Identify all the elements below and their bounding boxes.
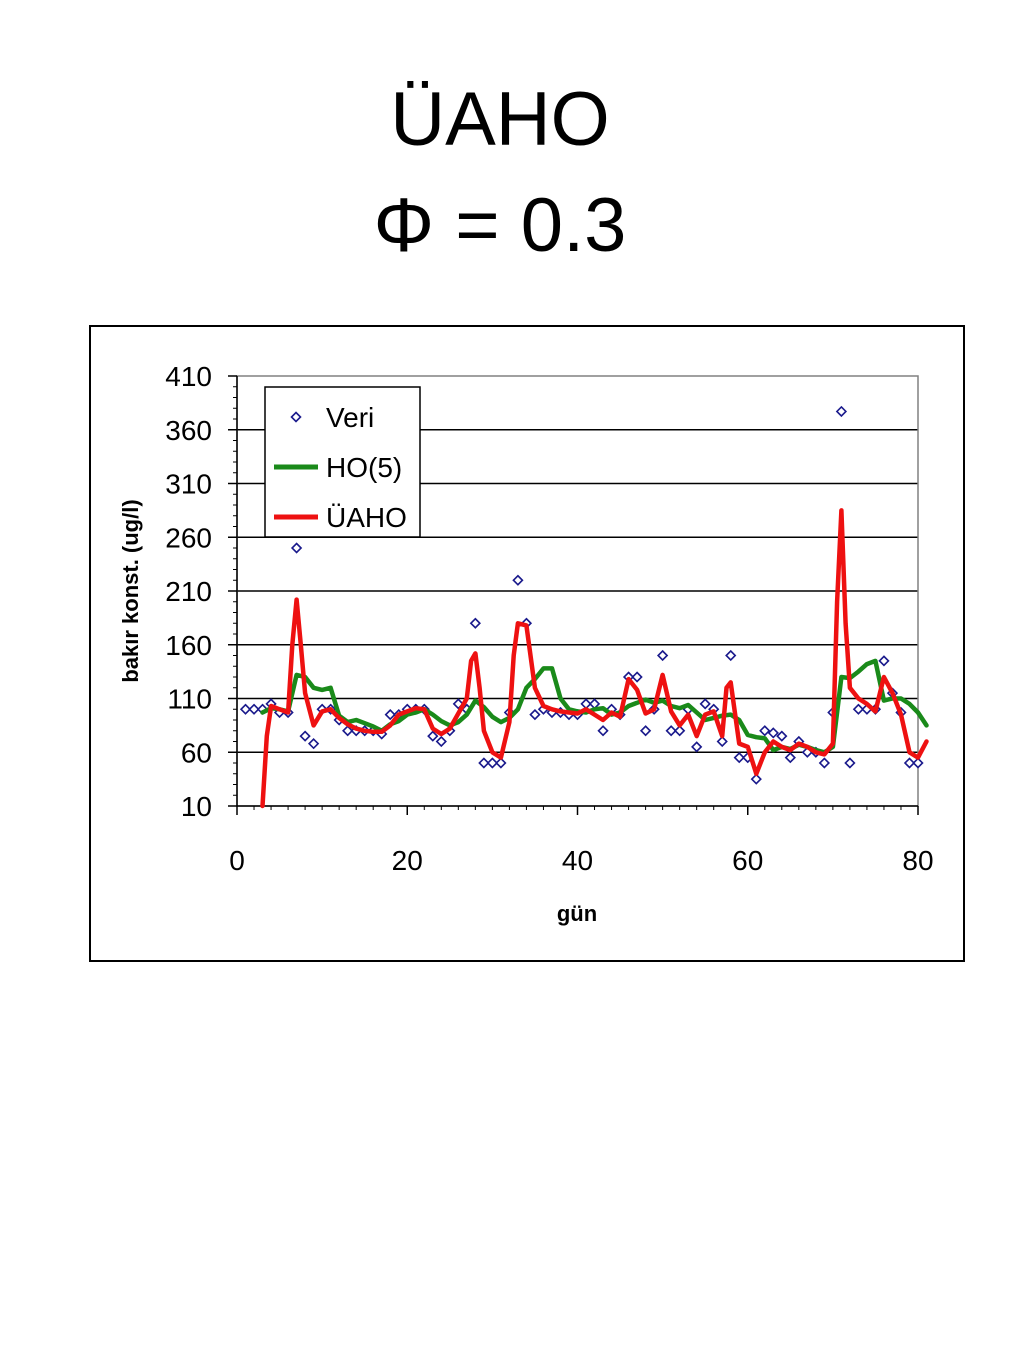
y-tick-label: 110 xyxy=(167,684,212,715)
data-point xyxy=(495,757,507,769)
legend-label-0: Veri xyxy=(326,402,374,433)
data-point xyxy=(776,730,788,742)
y-tick-label: 360 xyxy=(165,415,212,446)
data-point xyxy=(878,655,890,667)
y-axis-title: bakır konst. (ug/l) xyxy=(118,499,143,682)
data-point xyxy=(631,671,643,683)
data-point xyxy=(529,708,541,721)
data-point xyxy=(665,725,677,737)
slide-title-line2: Φ = 0.3 xyxy=(373,183,627,268)
series-line-2 xyxy=(260,508,929,809)
x-tick-label: 0 xyxy=(229,845,245,876)
axes: 10 60 110 160 210 260 310 360 410 0 20 40 60 80 xyxy=(165,361,933,876)
data-point xyxy=(639,725,652,737)
legend: Veri HO(5) ÜAHO xyxy=(264,386,421,538)
data-point xyxy=(784,751,796,764)
y-tick-label: 410 xyxy=(165,361,212,392)
data-point xyxy=(750,773,762,785)
data-point xyxy=(512,574,524,586)
data-point xyxy=(486,757,499,769)
data-point xyxy=(835,405,848,418)
data-point xyxy=(903,757,916,769)
data-point xyxy=(384,708,396,721)
y-tick-label: 210 xyxy=(165,576,212,607)
data-point xyxy=(299,730,311,742)
data-point xyxy=(674,725,686,737)
data-point xyxy=(912,757,924,769)
slide-title-line1: ÜAHO xyxy=(390,77,610,162)
series xyxy=(239,405,929,809)
data-point xyxy=(759,725,771,737)
data-point xyxy=(656,649,669,662)
data-point xyxy=(767,727,779,739)
data-point xyxy=(733,751,745,764)
y-tick-label: 60 xyxy=(181,737,212,768)
data-point xyxy=(691,741,703,753)
data-point xyxy=(342,725,354,737)
legend-label-2: ÜAHO xyxy=(326,502,407,533)
data-point xyxy=(239,703,252,715)
data-point xyxy=(699,698,711,710)
data-point xyxy=(290,542,303,554)
y-tick-label: 160 xyxy=(165,630,212,661)
data-point xyxy=(307,738,320,750)
y-tick-label: 310 xyxy=(165,469,212,500)
x-tick-label: 80 xyxy=(902,845,933,876)
data-point xyxy=(248,703,260,715)
data-point xyxy=(478,757,490,769)
legend-marker-veri xyxy=(290,411,302,423)
y-tick-label: 10 xyxy=(181,791,212,822)
data-point xyxy=(844,757,856,769)
legend-box xyxy=(264,386,421,538)
data-point xyxy=(725,649,737,662)
y-tick-label: 260 xyxy=(165,522,212,553)
x-tick-label: 40 xyxy=(562,845,593,876)
data-point xyxy=(427,730,439,742)
x-tick-label: 60 xyxy=(732,845,763,876)
x-axis-title: gün xyxy=(557,901,597,926)
data-point xyxy=(597,725,609,737)
x-tick-label: 20 xyxy=(392,845,423,876)
data-point xyxy=(435,735,447,748)
data-point xyxy=(716,735,728,748)
data-point xyxy=(818,757,830,769)
data-point xyxy=(469,617,481,629)
legend-label-1: HO(5) xyxy=(326,452,402,483)
data-point xyxy=(852,703,865,715)
